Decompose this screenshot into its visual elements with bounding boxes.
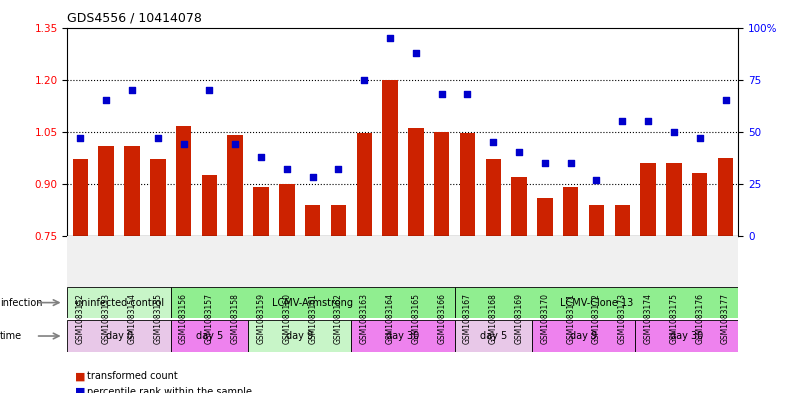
Text: day 9: day 9 bbox=[286, 331, 314, 341]
Point bbox=[100, 97, 113, 103]
Bar bbox=[305, 205, 320, 236]
Bar bbox=[563, 187, 578, 236]
Text: uninfected control: uninfected control bbox=[75, 298, 164, 308]
Bar bbox=[253, 187, 268, 236]
Bar bbox=[248, 320, 351, 352]
Text: day 0: day 0 bbox=[106, 331, 133, 341]
Bar bbox=[537, 198, 553, 236]
Point bbox=[332, 166, 345, 172]
Text: GDS4556 / 10414078: GDS4556 / 10414078 bbox=[67, 12, 202, 25]
Bar bbox=[666, 163, 681, 236]
Bar bbox=[150, 160, 165, 236]
Bar bbox=[176, 127, 191, 236]
Bar bbox=[718, 158, 734, 236]
Bar bbox=[640, 163, 656, 236]
Bar bbox=[227, 135, 243, 236]
Bar bbox=[408, 128, 424, 236]
Text: time: time bbox=[0, 331, 22, 341]
Point bbox=[203, 87, 216, 93]
Bar bbox=[382, 79, 398, 236]
Text: ■: ■ bbox=[75, 387, 86, 393]
Point bbox=[693, 135, 706, 141]
Text: day 30: day 30 bbox=[670, 331, 703, 341]
Point bbox=[616, 118, 629, 124]
Point bbox=[719, 97, 732, 103]
Bar bbox=[454, 320, 532, 352]
Bar bbox=[124, 145, 140, 236]
Bar bbox=[171, 320, 248, 352]
Bar bbox=[692, 173, 707, 236]
Bar bbox=[357, 133, 372, 236]
Text: day 9: day 9 bbox=[570, 331, 597, 341]
Bar bbox=[434, 132, 449, 236]
Bar bbox=[279, 184, 295, 236]
Point bbox=[513, 149, 526, 156]
Bar bbox=[67, 320, 171, 352]
Point bbox=[255, 154, 268, 160]
Point bbox=[410, 50, 422, 56]
Text: day 5: day 5 bbox=[196, 331, 223, 341]
Bar bbox=[454, 287, 738, 318]
Point bbox=[435, 91, 448, 97]
Bar bbox=[635, 320, 738, 352]
Point bbox=[590, 176, 603, 183]
Bar bbox=[532, 320, 635, 352]
Point bbox=[74, 135, 87, 141]
Bar bbox=[460, 133, 475, 236]
Point bbox=[565, 160, 577, 166]
Bar bbox=[351, 320, 454, 352]
Text: day 30: day 30 bbox=[387, 331, 419, 341]
Text: ■: ■ bbox=[75, 371, 86, 381]
Text: infection: infection bbox=[0, 298, 43, 308]
Point bbox=[177, 141, 190, 147]
Point bbox=[538, 160, 551, 166]
Bar bbox=[615, 205, 630, 236]
Point bbox=[306, 174, 319, 181]
Text: percentile rank within the sample: percentile rank within the sample bbox=[87, 387, 252, 393]
Text: day 5: day 5 bbox=[480, 331, 507, 341]
Point bbox=[461, 91, 474, 97]
Point bbox=[668, 129, 680, 135]
Bar bbox=[73, 160, 88, 236]
Text: transformed count: transformed count bbox=[87, 371, 178, 381]
Bar bbox=[98, 145, 114, 236]
Point bbox=[358, 76, 371, 83]
Bar bbox=[485, 160, 501, 236]
Bar bbox=[511, 177, 527, 236]
Point bbox=[487, 139, 499, 145]
Text: LCMV-Clone 13: LCMV-Clone 13 bbox=[560, 298, 633, 308]
Bar bbox=[588, 205, 604, 236]
Bar bbox=[202, 175, 217, 236]
Point bbox=[229, 141, 241, 147]
Point bbox=[642, 118, 654, 124]
Point bbox=[125, 87, 138, 93]
Bar bbox=[67, 287, 171, 318]
Point bbox=[384, 35, 396, 41]
Bar bbox=[330, 205, 346, 236]
Bar bbox=[171, 287, 454, 318]
Point bbox=[152, 135, 164, 141]
Point bbox=[280, 166, 293, 172]
Text: LCMV-Armstrong: LCMV-Armstrong bbox=[272, 298, 353, 308]
